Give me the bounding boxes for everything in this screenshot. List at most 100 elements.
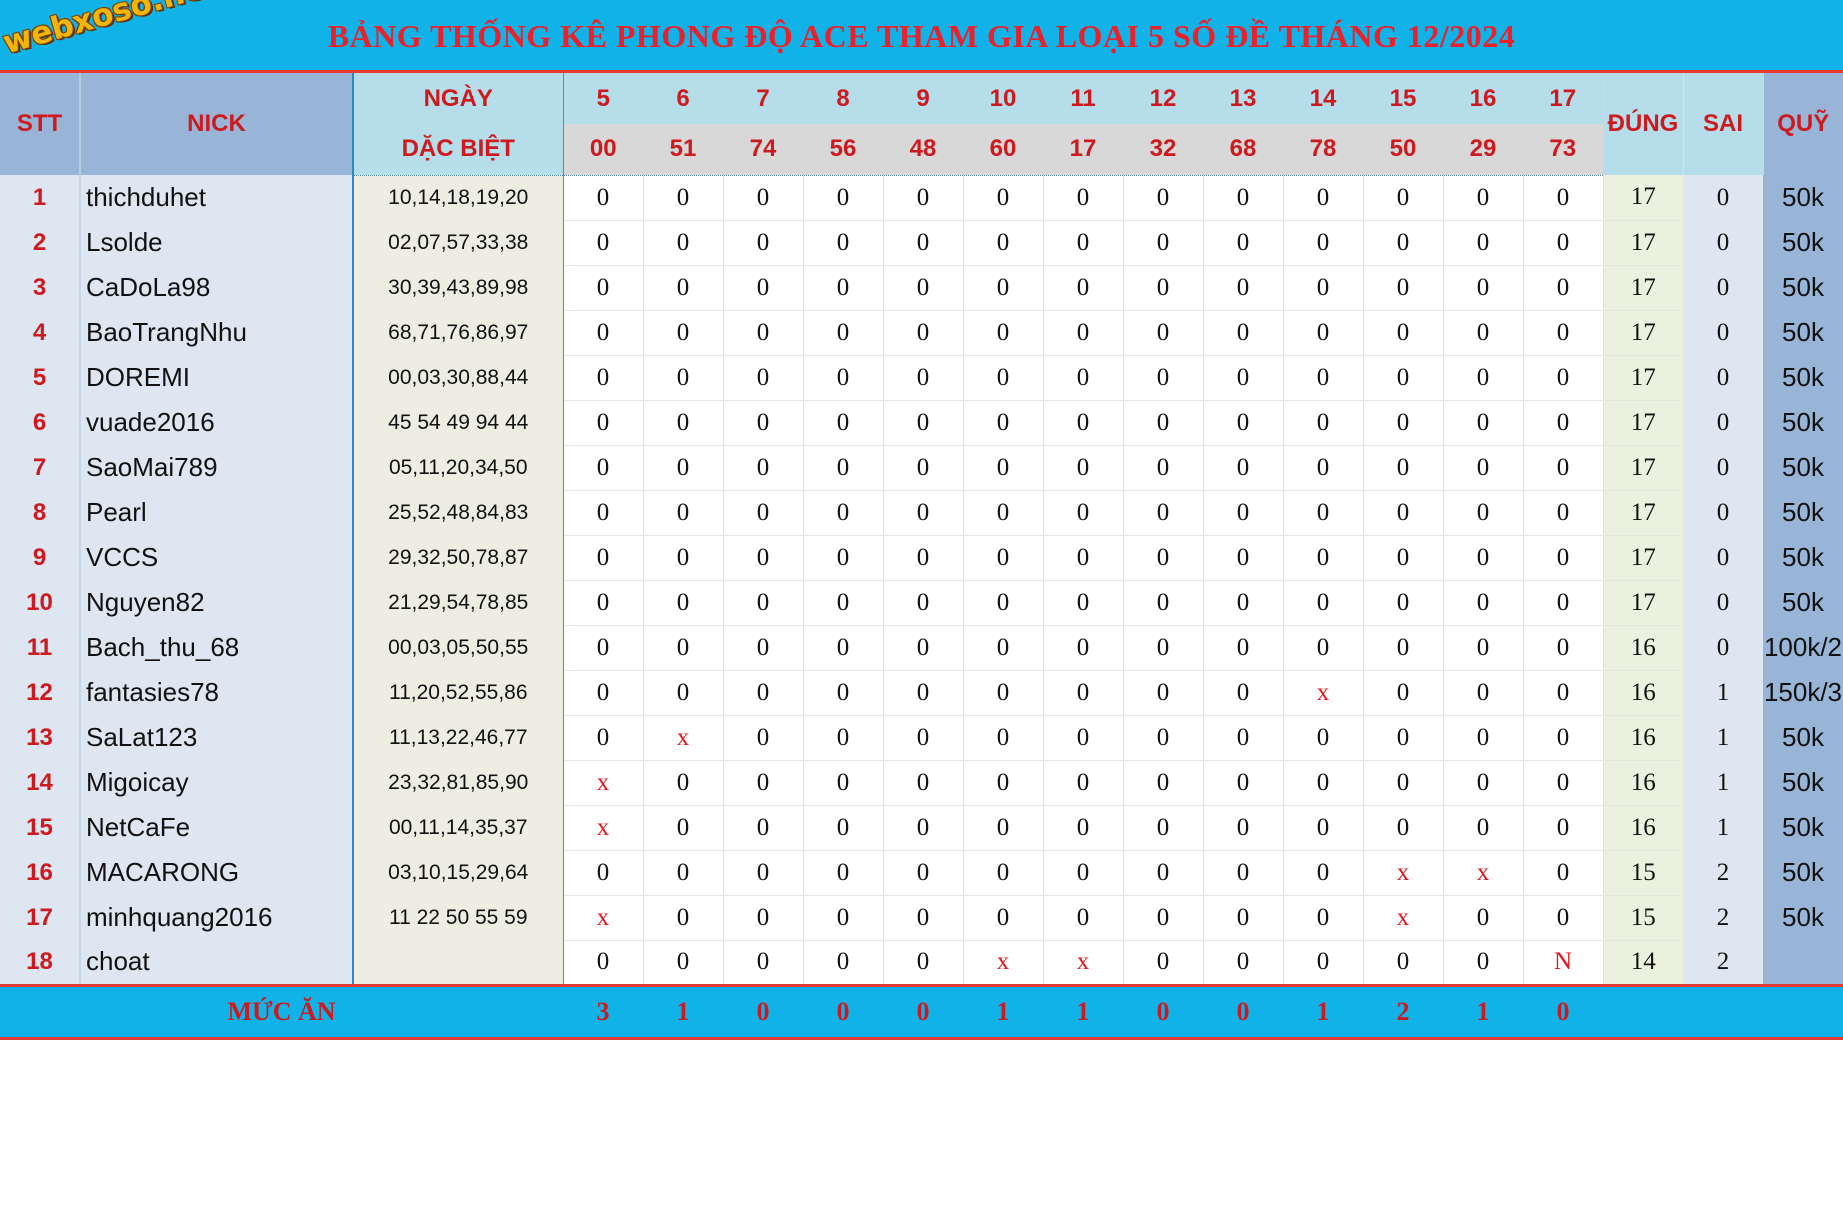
table-row: 15 NetCaFe 00,11,14,35,37 x 0 0 0 0 0 0 0 0 0 0 0 0 16 1 5… xyxy=(0,805,1843,851)
row-mark: 0 xyxy=(1443,760,1524,806)
row-mark: 0 xyxy=(723,355,804,401)
row-sai: 1 xyxy=(1683,715,1763,760)
row-dung: 16 xyxy=(1603,805,1683,851)
row-mark: 0 xyxy=(1123,445,1204,491)
row-mark: 0 xyxy=(643,220,724,266)
row-mark: 0 xyxy=(643,400,724,446)
row-mark: 0 xyxy=(1203,715,1284,761)
row-mark: 0 xyxy=(563,175,644,221)
row-stt: 4 xyxy=(0,310,81,355)
row-mark: 0 xyxy=(803,400,884,446)
row-mark: 0 xyxy=(563,625,644,671)
header-result: 00 xyxy=(563,124,643,176)
row-mark: 0 xyxy=(1443,535,1524,581)
row-nick: Pearl xyxy=(80,490,354,535)
row-quy: 50k xyxy=(1763,175,1843,220)
row-mark: 0 xyxy=(1203,805,1284,851)
row-mark: x xyxy=(563,895,644,941)
row-dung: 16 xyxy=(1603,760,1683,806)
table-row: 11 Bach_thu_68 00,03,05,50,55 0 0 0 0 0 0 0 0 0 0 0 0 0… xyxy=(0,625,1843,671)
row-mark: 0 xyxy=(563,535,644,581)
row-mark: 0 xyxy=(1283,220,1364,266)
row-mark: 0 xyxy=(1363,940,1444,986)
row-mark: 0 xyxy=(1443,895,1524,941)
row-mark: 0 xyxy=(1523,175,1604,221)
header-day: 8 xyxy=(803,73,883,124)
row-nick: Nguyen82 xyxy=(80,580,354,625)
row-mark: 0 xyxy=(1203,310,1284,356)
row-sai: 0 xyxy=(1683,580,1763,625)
header-day: 16 xyxy=(1443,73,1523,124)
header-result: 17 xyxy=(1043,124,1123,176)
row-mark: 0 xyxy=(963,445,1044,491)
row-dung: 17 xyxy=(1603,265,1683,311)
row-mark: 0 xyxy=(643,355,724,401)
row-nick: MACARONG xyxy=(80,850,354,895)
row-mark: 0 xyxy=(1363,355,1444,401)
row-mark: 0 xyxy=(1283,265,1364,311)
row-stt: 17 xyxy=(0,895,81,940)
table-row: 5 DOREMI 00,03,30,88,44 0 0 0 0 0 0 0 0 0 0 0 0 0 17 0 50k xyxy=(0,355,1843,401)
row-mark: 0 xyxy=(1523,670,1604,716)
row-mark: 0 xyxy=(1283,580,1364,626)
row-mark: 0 xyxy=(1523,895,1604,941)
row-mark: 0 xyxy=(1203,535,1284,581)
header-day: 12 xyxy=(1123,73,1203,124)
row-mark: 0 xyxy=(723,490,804,536)
footer-value: 1 xyxy=(1443,983,1523,1040)
row-nick: SaLat123 xyxy=(80,715,354,760)
header-result: 74 xyxy=(723,124,803,176)
header-dung: ĐÚNG xyxy=(1602,73,1683,175)
row-sai: 0 xyxy=(1683,445,1763,490)
row-mark: 0 xyxy=(723,895,804,941)
table-row: 12 fantasies78 11,20,52,55,86 0 0 0 0 0 0 0 0 0 x 0 0 0… xyxy=(0,670,1843,716)
header-result: 29 xyxy=(1443,124,1523,176)
row-mark: 0 xyxy=(883,310,964,356)
row-nick: DOREMI xyxy=(80,355,354,400)
row-mark: 0 xyxy=(1203,175,1284,221)
row-mark: 0 xyxy=(643,670,724,716)
row-mark: 0 xyxy=(1283,895,1364,941)
row-mark: 0 xyxy=(563,310,644,356)
row-mark: 0 xyxy=(1363,715,1444,761)
row-sai: 0 xyxy=(1683,490,1763,535)
row-mark: x xyxy=(643,715,724,761)
row-mark: 0 xyxy=(1043,670,1124,716)
row-mark: 0 xyxy=(1363,400,1444,446)
row-mark: 0 xyxy=(723,175,804,221)
row-mark: 0 xyxy=(1283,490,1364,536)
row-sai: 0 xyxy=(1683,265,1763,310)
row-mark: 0 xyxy=(803,580,884,626)
row-mark: x xyxy=(563,805,644,851)
row-stt: 5 xyxy=(0,355,81,400)
table-row: 10 Nguyen82 21,29,54,78,85 0 0 0 0 0 0 0 0 0 0 0 0 0 17 0… xyxy=(0,580,1843,626)
footer-value: 1 xyxy=(1283,983,1363,1040)
row-quy: 150k/3 xyxy=(1763,670,1843,715)
row-mark: 0 xyxy=(1203,445,1284,491)
header-result: 51 xyxy=(643,124,723,176)
row-numbers: 00,11,14,35,37 xyxy=(353,805,564,850)
row-numbers: 10,14,18,19,20 xyxy=(353,175,564,220)
row-nick: BaoTrangNhu xyxy=(80,310,354,355)
row-mark: 0 xyxy=(723,400,804,446)
header-row-results: DẶC BIỆT 00 51 74 56 48 60 17 32 68 78 50 29 73 xyxy=(0,124,1843,176)
row-mark: 0 xyxy=(1363,265,1444,311)
footer-label: MỨC ĂN xyxy=(0,983,563,1040)
row-mark: 0 xyxy=(1043,265,1124,311)
row-mark: 0 xyxy=(963,625,1044,671)
row-stt: 3 xyxy=(0,265,81,310)
row-dung: 17 xyxy=(1603,220,1683,266)
row-mark: 0 xyxy=(1123,175,1204,221)
row-mark: 0 xyxy=(963,580,1044,626)
row-quy: 50k xyxy=(1763,715,1843,760)
row-numbers: 00,03,05,50,55 xyxy=(353,625,564,670)
row-mark: 0 xyxy=(643,310,724,356)
row-mark: 0 xyxy=(1203,850,1284,896)
row-quy: 50k xyxy=(1763,535,1843,580)
row-dung: 17 xyxy=(1603,490,1683,536)
row-mark: 0 xyxy=(1443,400,1524,446)
row-stt: 9 xyxy=(0,535,81,580)
row-mark: 0 xyxy=(643,445,724,491)
row-sai: 1 xyxy=(1683,805,1763,850)
row-mark: 0 xyxy=(1443,670,1524,716)
